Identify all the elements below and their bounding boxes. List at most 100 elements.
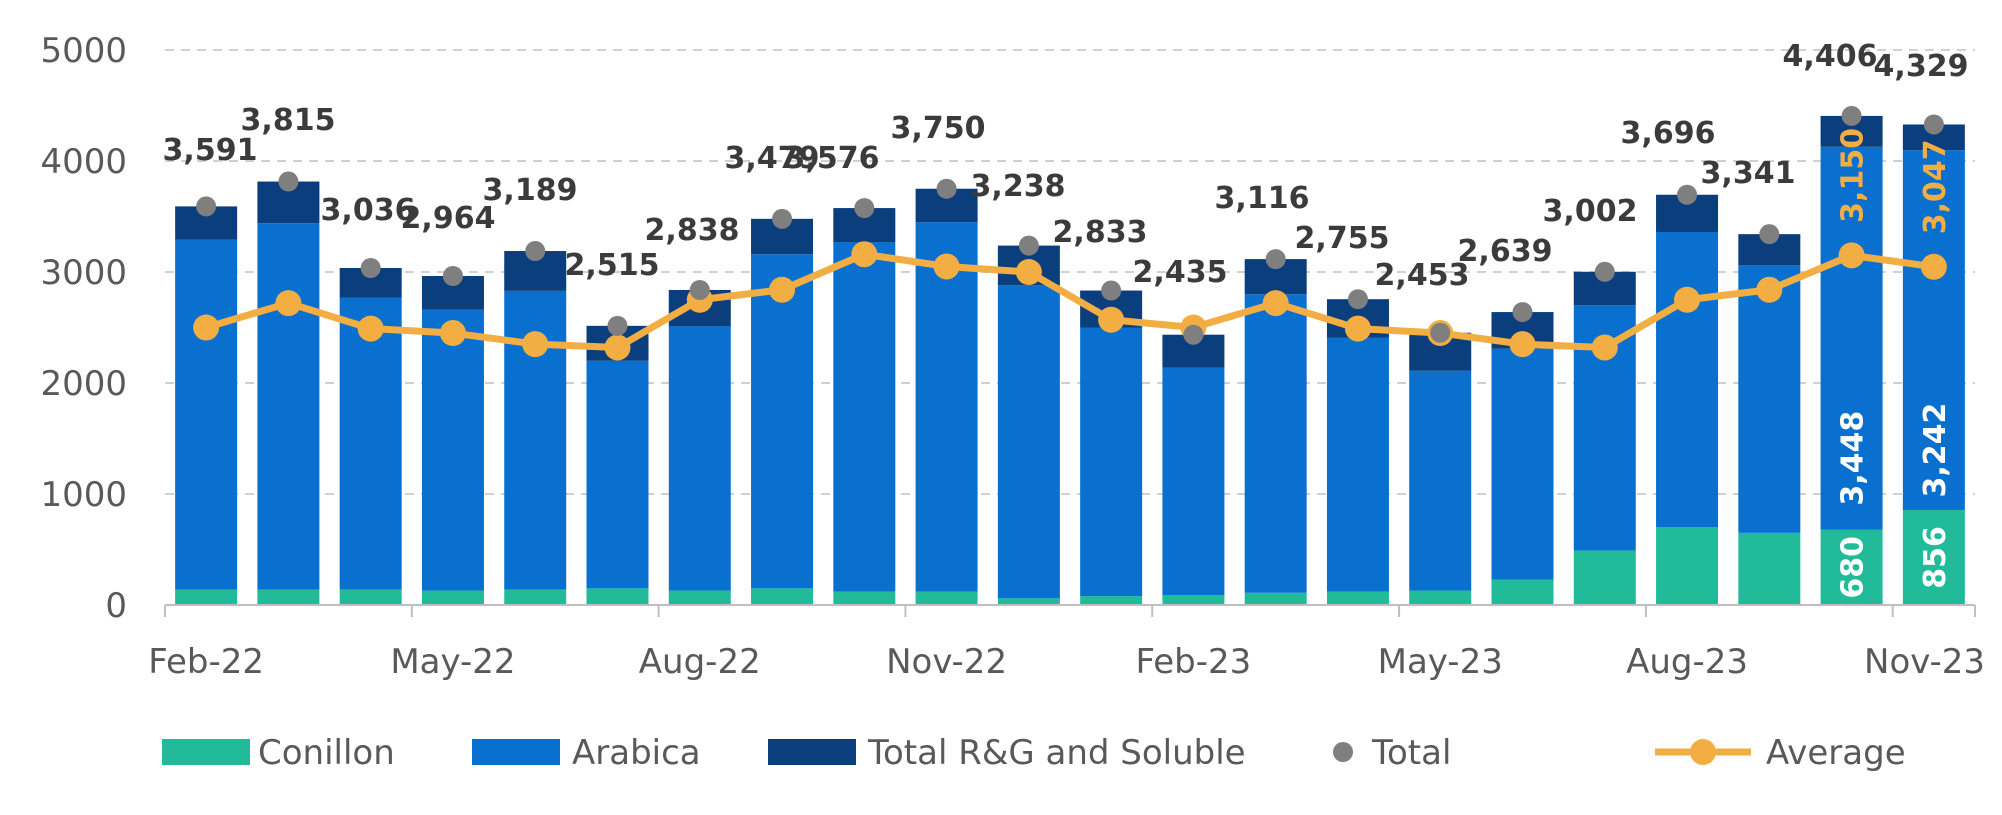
average-point [439,320,466,347]
x-axis: Feb-22 May-22 Aug-22 Nov-22 Feb-23 May-23 Aug-… [148,604,1985,682]
x-tick-label: Aug-22 [639,642,761,682]
legend-label: Conillon [258,733,395,773]
legend-swatch [768,739,856,765]
bar-conillon [1162,595,1225,605]
average-point [604,334,631,361]
total-data-label: 3,479 [725,141,820,176]
total-point [936,178,957,199]
total-data-label: 2,453 [1375,258,1470,293]
average-point [275,290,302,317]
average-point [1015,259,1042,285]
average-point [1098,306,1125,333]
bar-conillon [175,589,238,605]
total-data-label: 3,341 [1701,156,1796,191]
total-point [689,279,710,300]
x-tick-label: Feb-23 [1136,642,1252,682]
total-data-label: 2,964 [401,201,496,236]
bar-conillon [1326,591,1389,605]
y-axis: 0 1000 2000 3000 4000 5000 [40,31,127,626]
x-tick-label: Feb-22 [148,642,264,682]
bar-conillon [504,589,567,605]
average-point [851,241,878,268]
total-data-label: 2,435 [1133,255,1228,290]
bar-arabica [1162,367,1225,596]
total-point [1430,322,1451,343]
total-point [1183,324,1204,345]
bar-conillon [1738,532,1801,605]
bar-conillon [421,590,484,605]
average-point [1756,276,1783,303]
total-data-label: 3,036 [321,193,416,228]
average-point [1920,253,1947,280]
total-data-label: 4,329 [1874,49,1969,84]
bar-arabica [1820,146,1883,530]
total-point [772,208,793,229]
bar-arabica [833,242,896,592]
bar-conillon [1573,550,1636,605]
total-point [278,171,299,192]
arabica-data-label: 3,242 [1918,403,1953,498]
total-data-label: 2,755 [1295,221,1390,256]
x-tick-label: Nov-23 [1864,642,1985,682]
total-point [1759,224,1780,245]
average-data-label: 3,047 [1918,139,1953,234]
x-tick-label: May-23 [1378,642,1503,682]
bar-conillon [1820,529,1883,605]
total-point [854,198,875,219]
total-point [1594,261,1615,282]
legend-swatch [1690,739,1716,765]
y-tick-label: 1000 [40,475,127,515]
y-tick-label: 5000 [40,31,127,71]
total-data-label: 2,838 [645,213,740,248]
total-point [1841,105,1862,126]
legend-label: Total R&G and Soluble [867,733,1246,773]
total-data-label: 3,815 [241,103,336,138]
bar-arabica [175,239,238,590]
arabica-data-label: 3,448 [1836,411,1871,506]
bar-conillon [257,589,320,605]
bar-conillon [1902,509,1965,605]
legend: Conillon Arabica Total R&G and Soluble Tota… [162,733,1906,773]
bar-arabica [1902,150,1965,510]
bar-arabica [751,254,814,589]
bar-series [175,115,1965,605]
total-data-label: 3,591 [163,133,258,168]
total-data-label: 3,238 [971,169,1066,204]
bar-conillon [1656,527,1719,605]
total-data-label: 2,833 [1053,215,1148,250]
y-tick-label: 4000 [40,142,127,182]
bar-arabica [339,297,402,590]
total-point [1018,235,1039,256]
average-point [1591,334,1618,361]
total-point [196,196,217,217]
average-point [1262,290,1289,317]
bar-arabica [997,285,1060,599]
conillon-data-label: 856 [1918,526,1953,589]
x-tick-label: May-22 [390,642,515,682]
x-tick-label: Nov-22 [886,642,1007,682]
total-point [1677,184,1698,205]
total-data-label: 3,696 [1621,116,1716,151]
total-data-label: 3,116 [1215,181,1310,216]
total-point [607,315,628,336]
y-tick-label: 0 [105,586,127,626]
bar-arabica [1080,327,1143,597]
total-point [1347,289,1368,310]
average-point [1344,315,1371,342]
total-point [1265,249,1286,270]
total-point [1101,280,1122,301]
average-point [769,276,796,303]
bar-arabica [1738,265,1801,533]
bar-conillon [586,588,649,605]
bar-conillon [1491,579,1554,605]
legend-swatch [1333,742,1353,762]
x-tick-label: Aug-23 [1626,642,1748,682]
bar-conillon [833,591,896,605]
legend-label: Average [1766,733,1906,773]
total-point [1923,114,1944,135]
bar-arabica [1656,232,1719,528]
average-point [193,314,220,341]
average-line [205,250,1935,351]
